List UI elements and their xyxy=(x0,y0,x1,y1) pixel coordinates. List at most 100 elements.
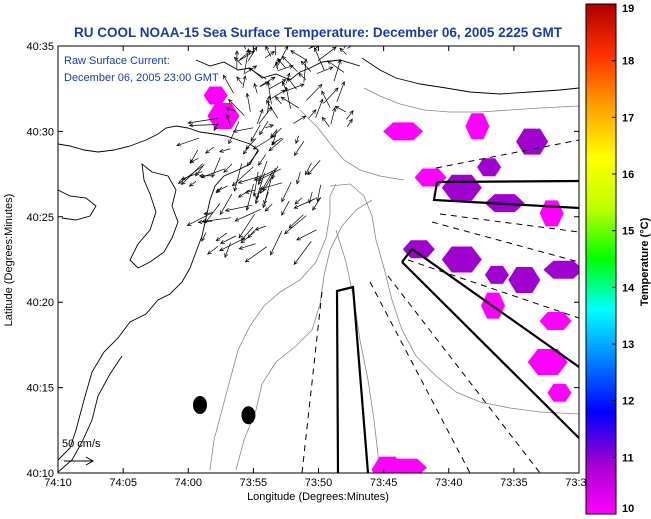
current-vector xyxy=(237,189,251,198)
current-vector xyxy=(240,226,254,241)
current-vector xyxy=(219,193,233,216)
sst-patch xyxy=(516,128,549,155)
x-tick-label: 74:10 xyxy=(44,477,72,489)
colorbar-tick-label: 17 xyxy=(622,112,634,124)
coastline xyxy=(58,355,123,473)
current-vector xyxy=(228,121,240,145)
y-axis-label: Latitude (Degrees:Minutes) xyxy=(3,194,15,327)
coastline xyxy=(58,125,259,461)
sst-patch xyxy=(441,246,482,273)
colorbar-label: Temperature (°C) xyxy=(639,217,651,306)
current-vector xyxy=(307,160,321,176)
colorbar-tick-label: 11 xyxy=(622,452,634,464)
current-vector xyxy=(303,58,308,83)
current-vector xyxy=(176,137,200,147)
current-vector xyxy=(255,172,265,201)
current-vector xyxy=(248,67,267,80)
sst-patch xyxy=(547,383,572,402)
scale-arrow xyxy=(64,456,95,466)
current-vector xyxy=(333,59,342,82)
current-vector xyxy=(252,136,274,150)
y-tick-label: 40:30 xyxy=(26,126,54,138)
current-vector xyxy=(264,203,273,212)
current-vector xyxy=(242,75,247,88)
current-vector xyxy=(298,72,307,80)
colorbar-tick-label: 14 xyxy=(622,282,635,294)
shipping-lane-line xyxy=(435,139,579,169)
current-vector xyxy=(262,166,279,192)
current-vector xyxy=(181,163,203,186)
x-tick-label: 74:05 xyxy=(109,477,137,489)
scale-arrow-label: 50 cm/s xyxy=(62,438,101,450)
x-tick-label: 73:55 xyxy=(240,477,268,489)
current-vector xyxy=(290,50,307,61)
current-vector xyxy=(323,87,339,104)
chart-title: RU COOL NOAA-15 Sea Surface Temperature:… xyxy=(74,25,563,40)
current-vector xyxy=(238,50,255,62)
coastline xyxy=(361,57,579,95)
current-vector xyxy=(200,168,225,179)
coastline xyxy=(195,59,361,81)
current-vector xyxy=(281,200,290,216)
current-vector xyxy=(245,92,251,112)
colorbar-tick-label: 12 xyxy=(622,396,634,408)
y-tick-label: 40:20 xyxy=(26,297,54,309)
current-vector xyxy=(288,214,304,229)
current-vector xyxy=(268,138,284,152)
current-vector xyxy=(219,148,231,153)
y-tick-label: 40:10 xyxy=(26,468,54,480)
current-vector xyxy=(312,197,322,211)
sst-patch xyxy=(477,158,502,177)
current-vector xyxy=(305,162,312,176)
current-vector xyxy=(270,230,283,256)
current-vector xyxy=(224,106,236,112)
bathymetry-contour xyxy=(235,199,373,471)
shipping-lane-line xyxy=(369,281,471,473)
colorbar-gradient xyxy=(585,3,617,515)
current-vector xyxy=(313,47,325,71)
current-vector xyxy=(220,235,236,244)
current-vector xyxy=(330,107,337,125)
x-tick-label: 73:35 xyxy=(500,477,528,489)
shipping-lane-line xyxy=(387,275,541,473)
bathymetry-contour xyxy=(209,183,337,471)
current-vector xyxy=(232,127,254,134)
sst-patch xyxy=(465,113,490,140)
current-vector xyxy=(321,116,330,127)
current-vector xyxy=(186,211,214,226)
shipping-lane-line xyxy=(431,221,579,263)
current-vector xyxy=(334,105,347,113)
current-vector xyxy=(314,46,320,50)
current-vector xyxy=(228,99,245,116)
current-vector xyxy=(258,106,273,125)
sst-patch xyxy=(539,311,572,330)
station-marker xyxy=(241,406,256,425)
x-tick-label: 73:50 xyxy=(305,477,333,489)
current-vector xyxy=(213,122,219,132)
sst-patch xyxy=(383,122,424,141)
shipping-lane-line xyxy=(407,259,579,319)
current-vector xyxy=(215,185,228,193)
colorbar-tick-label: 16 xyxy=(622,169,634,181)
current-vector xyxy=(187,118,218,125)
current-vector xyxy=(277,64,294,72)
current-vector xyxy=(271,130,277,146)
current-vector xyxy=(270,129,278,139)
disposal-area-box xyxy=(432,179,579,210)
current-vector xyxy=(308,109,317,119)
current-vector xyxy=(260,76,276,87)
current-vector xyxy=(259,81,270,87)
current-vector xyxy=(275,95,282,105)
current-vector xyxy=(189,149,199,164)
current-vector xyxy=(231,166,254,187)
current-vector xyxy=(345,110,354,120)
current-vector xyxy=(258,154,267,166)
station-layer xyxy=(192,396,256,425)
sst-patch xyxy=(402,240,435,259)
current-vector xyxy=(219,237,246,252)
current-vector xyxy=(281,181,292,203)
current-vector xyxy=(287,77,297,90)
sst-patch xyxy=(508,266,541,293)
colorbar-tick-label: 13 xyxy=(622,339,634,351)
